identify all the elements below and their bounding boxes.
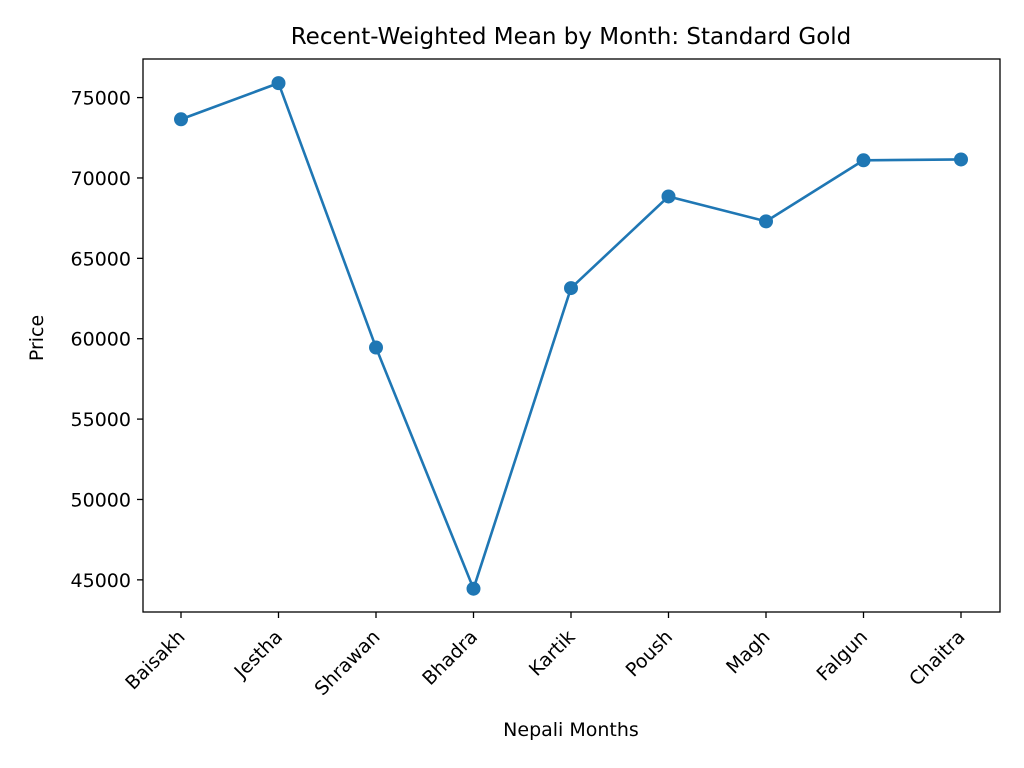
data-point (369, 340, 383, 355)
y-tick-label: 75000 (71, 88, 131, 110)
data-point (271, 76, 286, 91)
data-point (759, 214, 773, 229)
data-point (174, 112, 188, 127)
y-axis-label: Price (26, 315, 48, 361)
plot-frame (142, 58, 1001, 613)
y-tick-label: 45000 (71, 570, 131, 592)
y-tick-label: 55000 (71, 409, 131, 431)
plot-area (143, 59, 1000, 612)
chart-title: Recent-Weighted Mean by Month: Standard … (291, 24, 852, 50)
data-point (856, 153, 871, 168)
data-point (564, 281, 578, 296)
y-tick-label: 60000 (71, 329, 131, 351)
x-axis-label: Nepali Months (503, 719, 639, 741)
data-point (954, 152, 968, 167)
y-tick-label: 65000 (71, 248, 131, 270)
y-axis-ticks: 45000 50000 55000 60000 65000 70000 75000 (71, 88, 143, 592)
y-tick-label: 50000 (71, 489, 131, 511)
data-point (466, 581, 481, 596)
series-markers-group (174, 76, 968, 596)
data-point (661, 189, 676, 204)
y-tick-label: 70000 (71, 168, 131, 190)
